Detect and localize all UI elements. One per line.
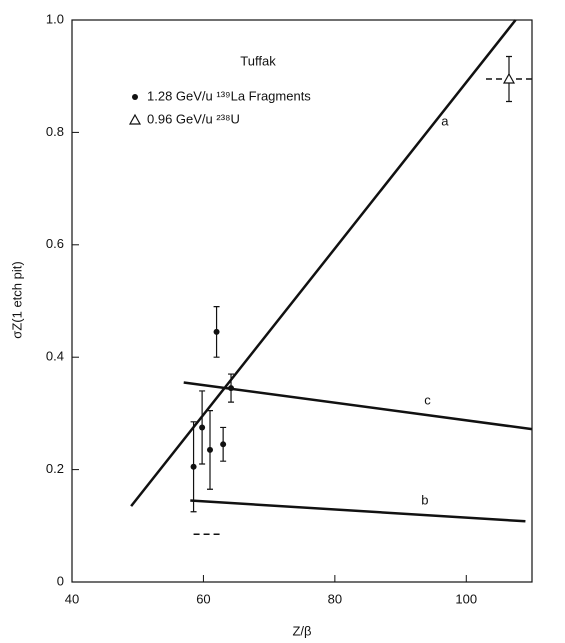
plot-frame [71,19,533,583]
y-axis-label: σZ(1 etch pit) [9,261,24,338]
theory-line [183,381,533,431]
line-label: c [424,393,431,408]
data-point [502,72,516,84]
y-tick-label: 0 [57,573,64,588]
legend-label: 1.28 GeV/u ¹³⁹La Fragments [147,88,311,103]
data-point [220,441,227,448]
x-tick-label: 80 [328,591,342,606]
y-tick-label: 0.8 [46,124,64,139]
x-tick-label: 100 [455,591,477,606]
y-tick-label: 1.0 [46,11,64,26]
theory-line [130,19,517,507]
x-axis-label: Z/β [292,623,311,638]
data-point [190,463,197,470]
x-tick-label: 60 [196,591,210,606]
legend-marker [132,94,138,100]
x-tick-label: 40 [65,591,79,606]
data-point [199,424,206,431]
line-label: a [441,114,449,129]
legend-marker [128,113,142,125]
data-point [207,446,213,453]
theory-line [190,499,526,523]
legend-label: 0.96 GeV/u ²³⁸U [147,111,240,126]
legend-title: Tuffak [240,53,276,68]
line-label: b [421,493,428,508]
y-tick-label: 0.6 [46,236,64,251]
data-point [213,328,220,335]
y-tick-label: 0.4 [46,349,64,364]
data-point [228,385,235,392]
y-tick-label: 0.2 [46,461,64,476]
